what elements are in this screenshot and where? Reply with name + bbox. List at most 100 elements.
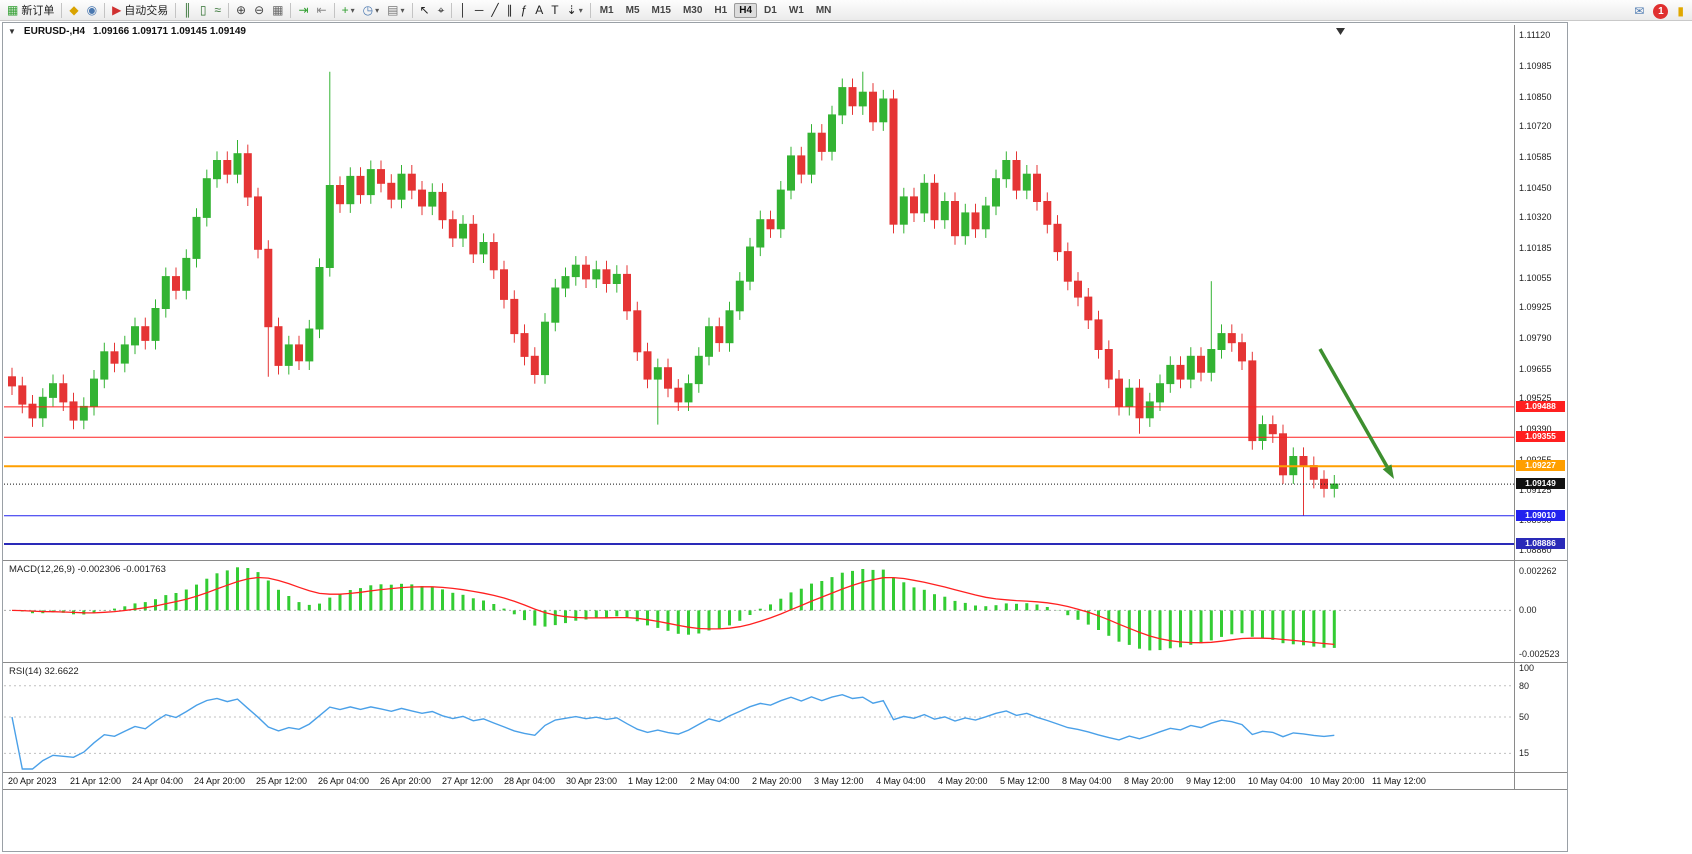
- timeframe-h1-button[interactable]: H1: [714, 4, 728, 16]
- candle-body: [951, 201, 959, 237]
- fibonacci-button[interactable]: ƒ: [518, 1, 531, 19]
- macd-indicator-label: MACD(12,26,9) -0.002306 -0.001763: [9, 564, 166, 575]
- text-icon: A: [535, 3, 544, 17]
- main-price-chart[interactable]: [4, 25, 1514, 559]
- timeframe-mn-button[interactable]: MN: [815, 4, 832, 16]
- horizontal-line-button[interactable]: ─: [472, 1, 487, 19]
- toolbar: ▦ 新订单 ◆ ◉ ▶ 自动交易 ║ ▯ ≈ ⊕ ⊖ ▦ ⇥ ⇤ + ▾ ◷ ▾ ▤ ▾ ↖ ⌖ │ ─ ╱ ∥ ƒ A T ⇣ ▾ M1 M…: [0, 0, 1692, 21]
- time-axis[interactable]: 20 Apr 2023 21 Apr 12:00 24 Apr 04:00 24 Ap…: [4, 773, 1514, 789]
- templates-button[interactable]: ▤ ▾: [384, 1, 407, 19]
- time-axis-label: 26 Apr 04:00: [318, 776, 370, 786]
- auto-scroll-button[interactable]: ⇥: [295, 1, 311, 19]
- candlestick-chart-button[interactable]: ▯: [197, 1, 210, 19]
- candle-body: [592, 269, 601, 280]
- text-button[interactable]: A: [532, 1, 546, 19]
- periods-icon: ◷: [362, 3, 374, 17]
- panel-separator[interactable]: [3, 560, 1567, 561]
- candle-body: [694, 355, 703, 385]
- candle-body: [182, 257, 191, 291]
- time-axis-label: 8 May 04:00: [1062, 776, 1112, 786]
- level-price-badge: 1.08886: [1516, 538, 1565, 549]
- panel-separator[interactable]: [3, 662, 1567, 663]
- trend-arrow-annotation[interactable]: [1318, 348, 1389, 468]
- channel-icon: ∥: [506, 3, 513, 17]
- periods-button[interactable]: ◷ ▾: [360, 1, 383, 19]
- timeframe-m1-button[interactable]: M1: [599, 4, 614, 16]
- zoom-in-button[interactable]: ⊕: [233, 1, 249, 19]
- templates-icon: ▤: [387, 3, 399, 17]
- zoom-out-button[interactable]: ⊖: [251, 1, 267, 19]
- crosshair-button[interactable]: ⌖: [435, 1, 448, 19]
- candle-body: [971, 212, 980, 230]
- auto-trading-button[interactable]: ▶ 自动交易: [109, 1, 171, 19]
- time-axis-label: 2 May 04:00: [690, 776, 740, 786]
- price-axis-label: 1.09655: [1519, 364, 1552, 374]
- candle-body: [213, 160, 221, 180]
- rsi-axis-label: 80: [1519, 681, 1530, 691]
- chart-collapse-icon[interactable]: ▼: [8, 27, 16, 36]
- timeframe-d1-button[interactable]: D1: [764, 4, 777, 16]
- chart-shift-icon: ⇤: [316, 3, 327, 17]
- timeframe-w1-button[interactable]: W1: [788, 4, 804, 16]
- candle-body: [787, 155, 795, 191]
- new-order-button[interactable]: ▦ 新订单: [4, 1, 57, 19]
- candle-body: [571, 264, 580, 278]
- candle-body: [223, 160, 232, 175]
- timeframe-m15-button[interactable]: M15: [651, 4, 671, 16]
- candle-body: [1022, 173, 1031, 191]
- timeframe-h4-button[interactable]: H4: [734, 2, 758, 18]
- candle-body: [69, 401, 78, 421]
- crosshair-icon: ⌖: [437, 3, 445, 17]
- level-price-badge: 1.09010: [1516, 510, 1565, 521]
- arrows-button[interactable]: ⇣ ▾: [564, 1, 586, 19]
- candle-body: [858, 91, 867, 107]
- candle-body: [448, 219, 457, 239]
- profiles-button[interactable]: ◉: [84, 1, 100, 19]
- rsi-axis: 100 80 50 15: [1515, 663, 1567, 771]
- time-axis-label: 4 May 20:00: [938, 776, 988, 786]
- notification-badge[interactable]: 1: [1653, 3, 1669, 19]
- indicators-icon: +: [341, 3, 349, 17]
- trendline-button[interactable]: ╱: [488, 1, 501, 19]
- bar-chart-icon: ║: [183, 3, 192, 17]
- toolbar-separator: [451, 2, 453, 18]
- arrows-icon: ⇣: [566, 3, 577, 17]
- level-price-badge: 1.09355: [1516, 431, 1565, 442]
- mql5-market-button[interactable]: ▮: [1674, 2, 1687, 20]
- candle-body: [459, 223, 467, 239]
- candle-body: [79, 405, 88, 421]
- time-axis-label: 21 Apr 12:00: [70, 776, 122, 786]
- vertical-line-button[interactable]: │: [456, 1, 470, 19]
- tile-windows-button[interactable]: ▦: [269, 1, 286, 19]
- price-axis[interactable]: 1.11120 1.10985 1.10850 1.10720 1.10585 1.104…: [1515, 25, 1567, 559]
- candle-body: [551, 287, 560, 323]
- toolbar-separator: [228, 2, 230, 18]
- timeframe-m30-button[interactable]: M30: [682, 4, 703, 16]
- candle-body: [377, 169, 385, 184]
- candle-body: [1084, 296, 1093, 321]
- channel-button[interactable]: ∥: [504, 1, 516, 19]
- indicators-button[interactable]: + ▾: [339, 1, 358, 19]
- candles-layer: [8, 71, 1339, 516]
- cursor-button[interactable]: ↖: [417, 1, 433, 19]
- macd-axis: 0.002262 0.00 -0.002523: [1515, 561, 1567, 661]
- mql-editor-icon: ◆: [69, 3, 79, 17]
- bar-chart-button[interactable]: ║: [180, 1, 195, 19]
- mql-editor-button[interactable]: ◆: [66, 1, 81, 19]
- toolbar-separator: [290, 2, 292, 18]
- candle-body: [1063, 251, 1072, 282]
- timeframe-m5-button[interactable]: M5: [625, 4, 640, 16]
- candle-body: [725, 310, 734, 344]
- rsi-line: [11, 693, 1335, 770]
- price-axis-label: 1.09790: [1519, 333, 1552, 343]
- chart-shift-button[interactable]: ⇤: [314, 1, 330, 19]
- community-button[interactable]: ✉: [1631, 2, 1647, 20]
- rsi-indicator-label: RSI(14) 32.6622: [9, 666, 79, 677]
- candle-body: [510, 298, 519, 335]
- text-label-button[interactable]: T: [548, 1, 561, 19]
- chevron-down-icon: ▾: [400, 5, 405, 15]
- line-chart-button[interactable]: ≈: [211, 1, 224, 19]
- chart-window: ▼ EURUSD-,H4 1.09166 1.09171 1.09145 1.0…: [2, 22, 1568, 852]
- line-chart-icon: ≈: [214, 3, 222, 17]
- candle-body: [1258, 424, 1267, 442]
